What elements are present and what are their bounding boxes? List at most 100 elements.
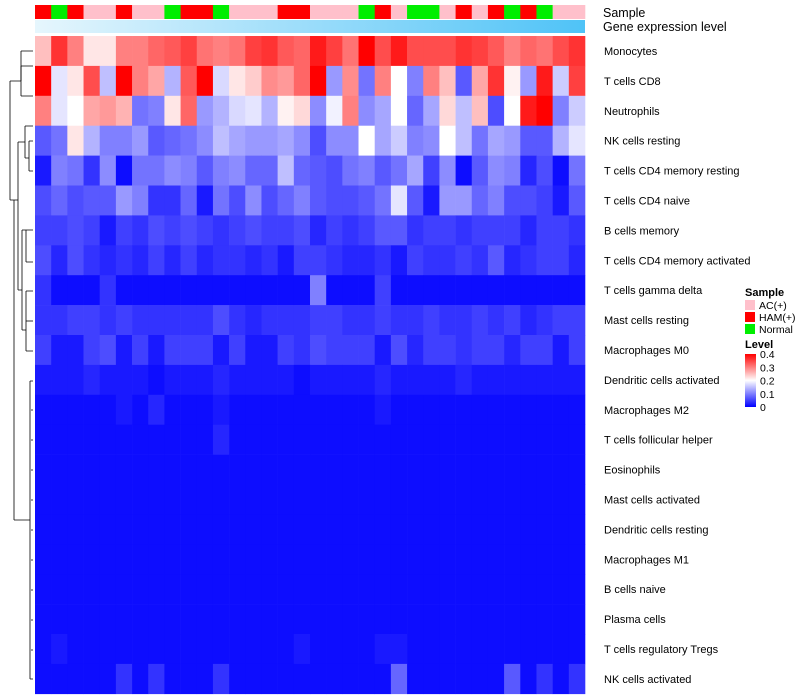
heatmap-cell bbox=[99, 65, 117, 97]
gene-expression-bar bbox=[35, 20, 585, 33]
heatmap-cell bbox=[326, 155, 343, 186]
heatmap-cell bbox=[164, 454, 181, 485]
heatmap-cell bbox=[148, 275, 165, 306]
heatmap-cell bbox=[277, 364, 295, 396]
heatmap-cell bbox=[326, 663, 343, 695]
heatmap-cell bbox=[99, 544, 117, 575]
heatmap-cell bbox=[212, 424, 230, 455]
heatmap-cell bbox=[358, 364, 376, 396]
heatmap-cell bbox=[51, 335, 68, 366]
heatmap-cell bbox=[245, 514, 262, 545]
heatmap-cell bbox=[293, 215, 311, 246]
sample-annotation-cell bbox=[358, 5, 376, 19]
heatmap-cell bbox=[229, 544, 246, 575]
heatmap-cell bbox=[115, 125, 133, 156]
sample-annotation-row bbox=[35, 5, 586, 19]
sample-legend-title: Sample bbox=[745, 287, 784, 299]
heatmap-cell bbox=[504, 185, 521, 216]
heatmap-cell bbox=[342, 95, 359, 126]
heatmap-cell bbox=[277, 245, 295, 276]
heatmap-cell bbox=[212, 663, 230, 695]
heatmap-cell bbox=[67, 514, 84, 545]
heatmap-cell bbox=[455, 95, 473, 126]
heatmap-cell bbox=[115, 484, 133, 515]
heatmap-cell bbox=[326, 364, 343, 396]
heatmap-cell bbox=[148, 424, 165, 455]
sample-annotation-cell bbox=[35, 5, 52, 19]
heatmap-cell bbox=[99, 663, 117, 695]
row-label: T cells CD4 naive bbox=[604, 195, 690, 207]
heatmap-cell bbox=[487, 604, 505, 635]
heatmap-cell bbox=[390, 305, 408, 336]
heatmap-cell bbox=[504, 454, 521, 485]
heatmap-cell bbox=[358, 335, 376, 366]
heatmap-cell bbox=[83, 155, 101, 186]
heatmap-cell bbox=[568, 634, 586, 665]
heatmap-cell bbox=[164, 245, 181, 276]
heatmap-cell bbox=[277, 305, 295, 336]
heatmap-cell bbox=[504, 36, 521, 67]
heatmap-cell bbox=[245, 454, 262, 485]
heatmap-cell bbox=[358, 514, 376, 545]
heatmap-cell bbox=[245, 245, 262, 276]
heatmap-cell bbox=[407, 215, 424, 246]
heatmap-cell bbox=[83, 544, 101, 575]
heatmap-cell bbox=[568, 454, 586, 485]
heatmap-cell bbox=[83, 364, 101, 396]
heatmap-cell bbox=[293, 454, 311, 485]
heatmap-cell bbox=[51, 155, 68, 186]
heatmap-cell bbox=[51, 484, 68, 515]
heatmap-cell bbox=[520, 335, 537, 366]
heatmap-cell bbox=[132, 245, 149, 276]
heatmap-cell bbox=[115, 544, 133, 575]
heatmap-cell bbox=[374, 454, 392, 485]
heatmap-cell bbox=[148, 185, 165, 216]
heatmap-cell bbox=[293, 36, 311, 67]
heatmap-cell bbox=[180, 454, 198, 485]
heatmap-cell bbox=[568, 65, 586, 97]
level-colorbar bbox=[745, 354, 756, 407]
heatmap-cell bbox=[148, 604, 165, 635]
heatmap-cell bbox=[310, 65, 327, 97]
heatmap-cell bbox=[471, 95, 489, 126]
heatmap-cell bbox=[83, 663, 101, 695]
heatmap-cell bbox=[132, 574, 149, 605]
heatmap-cell bbox=[439, 125, 456, 156]
heatmap-cell bbox=[407, 185, 424, 216]
heatmap-cell bbox=[326, 604, 343, 635]
heatmap-cell bbox=[212, 245, 230, 276]
heatmap-cell bbox=[148, 65, 165, 97]
heatmap-cell bbox=[67, 574, 84, 605]
heatmap-cell bbox=[471, 245, 489, 276]
heatmap-cell bbox=[293, 275, 311, 306]
heatmap-cell bbox=[132, 95, 149, 126]
heatmap-cell bbox=[212, 185, 230, 216]
sample-annotation-cell bbox=[196, 5, 214, 19]
heatmap-cell bbox=[277, 36, 295, 67]
heatmap-cell bbox=[455, 305, 473, 336]
heatmap-cell bbox=[487, 36, 505, 67]
heatmap-cell bbox=[407, 65, 424, 97]
heatmap-cell bbox=[536, 215, 553, 246]
heatmap-cell bbox=[310, 574, 327, 605]
heatmap-cell bbox=[390, 634, 408, 665]
heatmap-cell bbox=[471, 155, 489, 186]
heatmap-cell bbox=[164, 663, 181, 695]
heatmap-cell bbox=[212, 215, 230, 246]
heatmap-cell bbox=[374, 125, 392, 156]
heatmap-cell bbox=[67, 275, 84, 306]
heatmap-cell bbox=[277, 65, 295, 97]
heatmap-cell bbox=[552, 663, 570, 695]
heatmap-cell bbox=[374, 95, 392, 126]
heatmap-cell bbox=[471, 65, 489, 97]
heatmap-cell bbox=[293, 663, 311, 695]
sample-annotation-cell bbox=[67, 5, 84, 19]
legend-label-ham: HAM(+) bbox=[759, 312, 795, 324]
heatmap-cell bbox=[132, 155, 149, 186]
heatmap-cell bbox=[51, 634, 68, 665]
legend-swatch-normal bbox=[745, 324, 755, 334]
heatmap-cell bbox=[196, 454, 214, 485]
heatmap-cell bbox=[261, 394, 278, 425]
heatmap-cell bbox=[374, 275, 392, 306]
heatmap-cell bbox=[471, 663, 489, 695]
